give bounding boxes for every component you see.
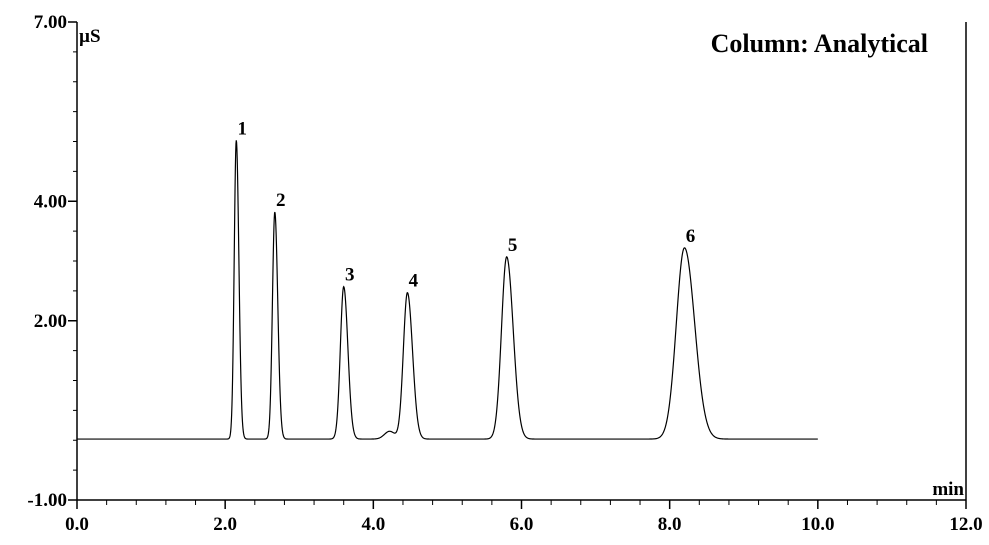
x-tick-label: 10.0 bbox=[801, 514, 834, 535]
y-axis-unit-label: µS bbox=[79, 26, 101, 47]
y-tick-label: -1.00 bbox=[27, 490, 67, 511]
y-tick-label: 2.00 bbox=[34, 311, 67, 332]
chart-title: Column: Analytical bbox=[711, 29, 928, 58]
x-ticks: 0.0 2.0 4.0 6.0 8.0 10.0 12.0 bbox=[65, 500, 983, 535]
peak-label: 2 bbox=[276, 190, 286, 211]
chromatogram-trace bbox=[77, 140, 818, 440]
y-tick-label: 7.00 bbox=[34, 12, 67, 33]
x-axis-unit-label: min bbox=[932, 479, 964, 500]
peak-label: 1 bbox=[238, 118, 248, 139]
y-ticks: -1.00 2.00 4.00 7.00 bbox=[27, 12, 77, 511]
x-tick-label: 0.0 bbox=[65, 514, 89, 535]
x-tick-label: 8.0 bbox=[658, 514, 682, 535]
peak-label: 3 bbox=[345, 265, 355, 286]
x-tick-label: 6.0 bbox=[510, 514, 534, 535]
peak-labels: 1 2 3 4 5 6 bbox=[238, 118, 696, 291]
peak-label: 4 bbox=[409, 271, 419, 292]
y-tick-label: 4.00 bbox=[34, 191, 67, 212]
peak-label: 5 bbox=[508, 235, 518, 256]
x-tick-label: 2.0 bbox=[213, 514, 237, 535]
x-tick-label: 4.0 bbox=[361, 514, 385, 535]
x-tick-label: 12.0 bbox=[949, 514, 982, 535]
peak-label: 6 bbox=[686, 226, 696, 247]
